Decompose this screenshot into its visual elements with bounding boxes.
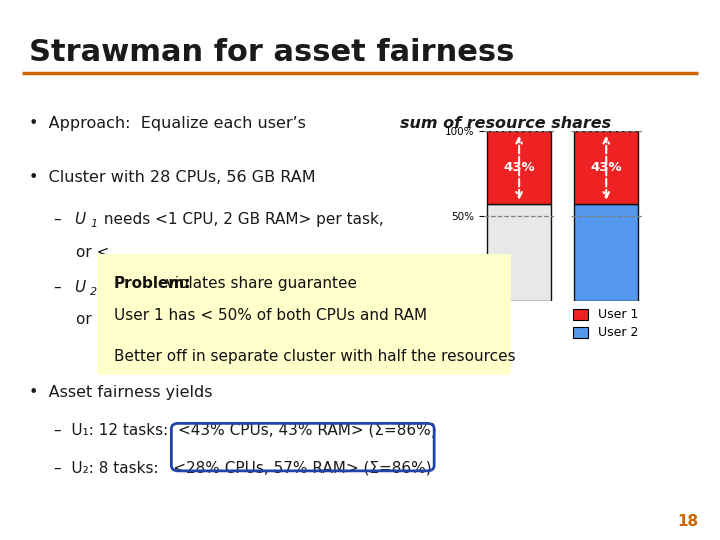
Text: U: U bbox=[74, 280, 85, 295]
Text: 43%: 43% bbox=[590, 161, 622, 174]
Text: •  Cluster with 28 CPUs, 56 GB RAM: • Cluster with 28 CPUs, 56 GB RAM bbox=[29, 170, 315, 185]
Text: needs ...: needs ... bbox=[99, 280, 170, 295]
FancyBboxPatch shape bbox=[85, 252, 520, 379]
Text: –  U₂: 8 tasks:   <28% CPUs, 57% RAM> (Σ=86%): – U₂: 8 tasks: <28% CPUs, 57% RAM> (Σ=86… bbox=[54, 460, 431, 475]
Bar bbox=[575, 204, 638, 301]
Text: 18: 18 bbox=[678, 514, 698, 529]
Text: 43%: 43% bbox=[503, 161, 535, 174]
Text: Strawman for asset fairness: Strawman for asset fairness bbox=[29, 38, 514, 67]
Text: Better off in separate cluster with half the resources: Better off in separate cluster with half… bbox=[114, 349, 516, 363]
Bar bbox=[487, 204, 551, 301]
Text: Problem:: Problem: bbox=[114, 275, 192, 291]
Text: 1: 1 bbox=[90, 219, 97, 230]
Legend: User 1, User 2: User 1, User 2 bbox=[568, 303, 643, 345]
Text: –  U₁: 12 tasks:  <43% CPUs, 43% RAM> (Σ=86%): – U₁: 12 tasks: <43% CPUs, 43% RAM> (Σ=8… bbox=[54, 422, 436, 437]
Text: 2: 2 bbox=[90, 287, 97, 297]
Text: User 1 has < 50% of both CPUs and RAM: User 1 has < 50% of both CPUs and RAM bbox=[114, 308, 427, 323]
Bar bbox=[575, 131, 638, 204]
Text: –: – bbox=[54, 280, 71, 295]
Text: or <...: or <... bbox=[76, 245, 124, 260]
Bar bbox=[487, 131, 551, 204]
Text: U: U bbox=[74, 212, 85, 227]
Text: or <...: or <... bbox=[76, 312, 124, 327]
Text: –: – bbox=[54, 212, 71, 227]
Text: •  Asset fairness yields: • Asset fairness yields bbox=[29, 385, 212, 400]
Text: violates share guarantee: violates share guarantee bbox=[161, 275, 357, 291]
Text: sum of resource shares: sum of resource shares bbox=[400, 116, 611, 131]
Text: •  Approach:  Equalize each user’s: • Approach: Equalize each user’s bbox=[29, 116, 311, 131]
Text: needs <1 CPU, 2 GB RAM> per task,: needs <1 CPU, 2 GB RAM> per task, bbox=[99, 212, 384, 227]
